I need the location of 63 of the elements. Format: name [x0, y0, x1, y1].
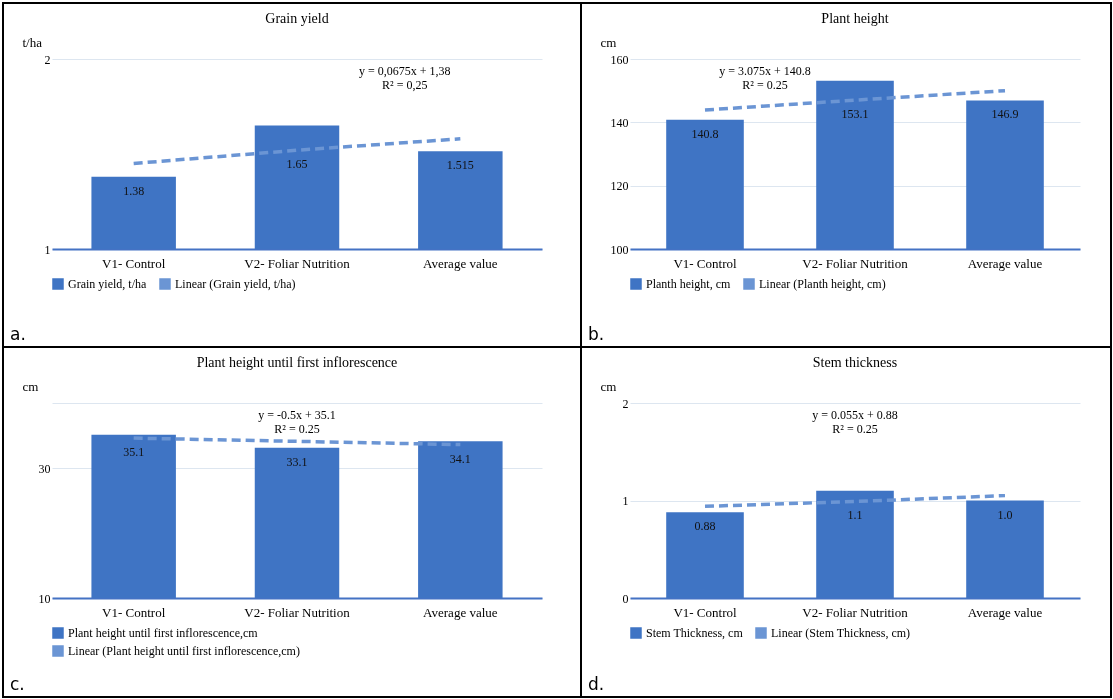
legend-label: Linear (Planth height, cm): [759, 277, 886, 291]
annotation: y = 0.055x + 0.88: [812, 408, 898, 422]
x-tick-label: V2- Foliar Nutrition: [802, 255, 909, 271]
annotation: R² = 0.25: [832, 422, 878, 436]
chart-title: Plant height until first inflorescence: [196, 355, 398, 370]
data-label: 1.1: [847, 508, 863, 523]
y-tick-label: 1: [622, 494, 629, 508]
y-axis-title: cm: [600, 378, 617, 394]
legend-label: Linear (Plant height until first inflorescence,cm): [68, 644, 300, 658]
y-tick-label: 2: [622, 396, 629, 411]
x-tick-label: V1- Control: [102, 604, 166, 620]
data-label: 1.0: [997, 507, 1013, 522]
x-tick-label: V1- Control: [102, 255, 166, 271]
annotation: y = -0.5x + 35.1: [258, 408, 336, 422]
chart-title: Grain yield: [265, 11, 329, 26]
data-label: 35.1: [123, 445, 145, 460]
chart-title: Stem thickness: [812, 355, 898, 370]
legend-label: Linear (Stem Thickness, cm): [771, 626, 911, 640]
x-tick-label: Average value: [423, 255, 498, 271]
y-axis-title: cm: [22, 378, 39, 394]
annotation: R² = 0.25: [742, 78, 788, 92]
data-label: 34.1: [449, 451, 471, 466]
data-label: 1.515: [446, 158, 474, 173]
data-label: 1.38: [123, 183, 145, 198]
x-tick-label: Average value: [967, 255, 1043, 271]
chart-title: Plant height: [821, 11, 889, 26]
y-axis-title: t/ha: [22, 34, 43, 50]
data-label: 33.1: [286, 454, 308, 469]
legend-label: Planth height, cm: [646, 277, 731, 291]
data-label: 146.9: [991, 107, 1019, 122]
x-tick-label: Average value: [967, 604, 1043, 620]
y-tick-label: 140: [610, 115, 629, 130]
x-tick-label: Average value: [423, 604, 498, 620]
x-tick-label: V1- Control: [673, 604, 737, 620]
x-tick-label: V2- Foliar Nutrition: [244, 604, 351, 620]
data-label: 1.65: [286, 157, 308, 172]
annotation: y = 3.075x + 140.8: [719, 64, 811, 78]
text: d.: [588, 674, 605, 694]
y-tick-label: 2: [44, 52, 51, 67]
data-label: 140.8: [691, 126, 719, 141]
y-tick-label: 0: [622, 591, 629, 606]
legend-label: Stem Thickness, cm: [646, 626, 744, 640]
annotation: R² = 0,25: [382, 78, 428, 92]
y-tick-label: 30: [38, 461, 51, 476]
annotation: R² = 0.25: [274, 422, 320, 436]
annotation: y = 0,0675x + 1,38: [359, 64, 451, 78]
legend-label: Plant height until first inflorescence,cm: [68, 626, 259, 640]
x-tick-label: V2- Foliar Nutrition: [802, 604, 909, 620]
y-tick-label: 160: [610, 52, 629, 67]
y-tick-label: 10: [38, 591, 51, 606]
text: a.: [10, 324, 26, 344]
legend-label: Grain yield, t/ha: [68, 277, 147, 291]
text: c.: [10, 674, 25, 694]
x-tick-label: V1- Control: [673, 255, 737, 271]
y-tick-label: 120: [610, 179, 629, 194]
y-tick-label: 1: [44, 242, 51, 257]
data-label: 0.88: [694, 519, 716, 534]
x-tick-label: V2- Foliar Nutrition: [244, 255, 351, 271]
y-axis-title: cm: [600, 34, 617, 50]
data-label: 153.1: [841, 107, 869, 122]
legend-label: Linear (Grain yield, t/ha): [175, 277, 296, 291]
text: b.: [588, 324, 605, 344]
y-tick-label: 100: [610, 242, 629, 257]
